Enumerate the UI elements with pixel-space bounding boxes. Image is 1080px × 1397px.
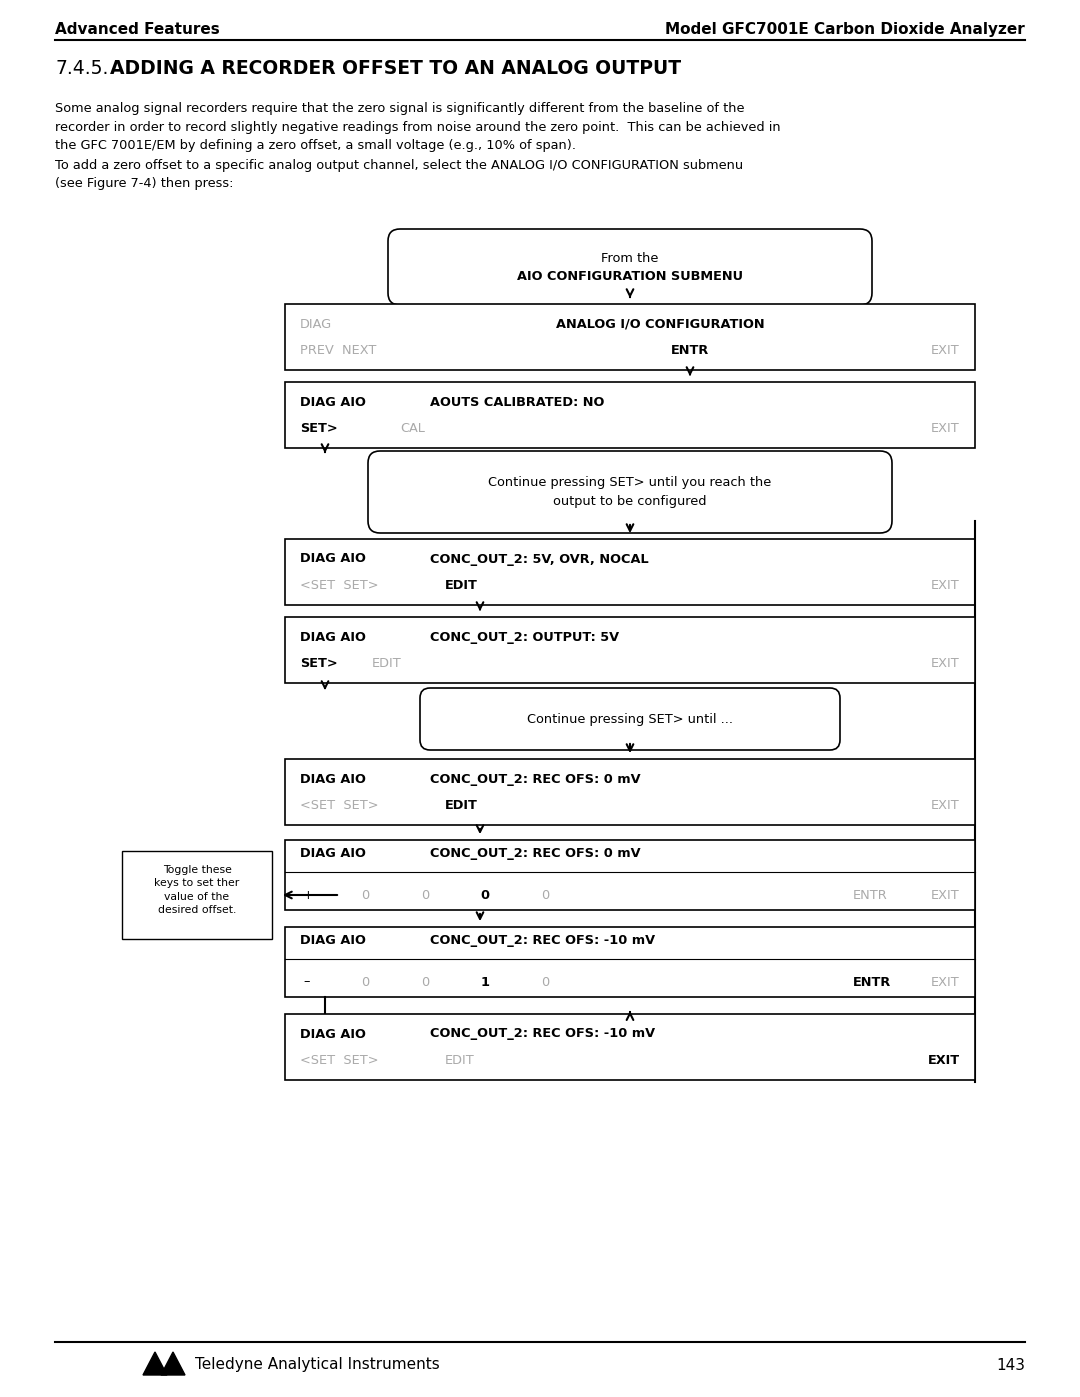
Text: EDIT: EDIT [445,1053,475,1066]
Text: <SET  SET>: <SET SET> [300,1053,378,1066]
Text: SET>: SET> [300,422,338,434]
Bar [285,539,975,605]
Text: EXIT: EXIT [931,422,960,434]
Text: ENTR: ENTR [853,888,888,901]
Text: To add a zero offset to a specific analog output channel, select the ANALOG I/O : To add a zero offset to a specific analo… [55,159,743,190]
Bar [285,759,975,826]
Text: <SET  SET>: <SET SET> [300,799,378,812]
Text: ENTR: ENTR [853,975,891,989]
Text: –: – [303,975,310,989]
Text: ENTR: ENTR [671,344,710,356]
Text: +: + [303,888,314,901]
Text: ADDING A RECORDER OFFSET TO AN ANALOG OUTPUT: ADDING A RECORDER OFFSET TO AN ANALOG OU… [110,59,681,78]
Text: EXIT: EXIT [931,888,960,901]
Text: DIAG AIO: DIAG AIO [300,847,366,859]
Text: 0: 0 [361,888,369,901]
Text: 143: 143 [996,1358,1025,1372]
Bar [285,617,975,683]
Text: Toggle these
keys to set ther
value of the
desired offset.: Toggle these keys to set ther value of t… [154,865,240,915]
Polygon shape [161,1352,185,1375]
Text: 0: 0 [541,975,549,989]
Text: 0: 0 [361,975,369,989]
Text: EXIT: EXIT [931,975,960,989]
Text: DIAG AIO: DIAG AIO [300,1028,366,1041]
Text: <SET  SET>: <SET SET> [300,578,378,591]
Bar [285,305,975,370]
Text: 0: 0 [541,888,549,901]
Text: PREV  NEXT: PREV NEXT [300,344,376,356]
Bar [122,851,272,939]
Text: Continue pressing SET> until ...: Continue pressing SET> until ... [527,712,733,725]
Text: CONC_OUT_2: REC OFS: 0 mV: CONC_OUT_2: REC OFS: 0 mV [430,773,640,785]
Text: EDIT: EDIT [445,578,477,591]
Text: DIAG AIO: DIAG AIO [300,552,366,566]
Text: EXIT: EXIT [931,344,960,356]
Text: 0: 0 [421,888,429,901]
Text: Teledyne Analytical Instruments: Teledyne Analytical Instruments [195,1358,440,1372]
Bar [285,381,975,448]
Text: DIAG: DIAG [300,317,333,331]
Text: 0: 0 [481,888,489,901]
Text: EXIT: EXIT [931,657,960,669]
Bar [285,1014,975,1080]
Text: CONC_OUT_2: REC OFS: -10 mV: CONC_OUT_2: REC OFS: -10 mV [430,1028,656,1041]
FancyBboxPatch shape [420,687,840,750]
Text: SET>: SET> [300,657,338,669]
Text: AIO CONFIGURATION SUBMENU: AIO CONFIGURATION SUBMENU [517,270,743,282]
Text: EDIT: EDIT [445,799,477,812]
Text: EXIT: EXIT [931,578,960,591]
Text: Advanced Features: Advanced Features [55,22,219,36]
Text: EDIT: EDIT [372,657,402,669]
Text: 7.4.5.: 7.4.5. [55,59,108,78]
Text: Some analog signal recorders require that the zero signal is significantly diffe: Some analog signal recorders require tha… [55,102,781,152]
Text: EXIT: EXIT [928,1053,960,1066]
Text: CONC_OUT_2: REC OFS: -10 mV: CONC_OUT_2: REC OFS: -10 mV [430,933,656,947]
Text: 1: 1 [481,975,489,989]
Text: DIAG AIO: DIAG AIO [300,630,366,644]
Text: CONC_OUT_2: REC OFS: 0 mV: CONC_OUT_2: REC OFS: 0 mV [430,847,640,859]
Text: DIAG AIO: DIAG AIO [300,395,366,408]
Text: Continue pressing SET> until you reach the: Continue pressing SET> until you reach t… [488,475,771,489]
Text: EXIT: EXIT [931,799,960,812]
Text: CONC_OUT_2: OUTPUT: 5V: CONC_OUT_2: OUTPUT: 5V [430,630,619,644]
Text: output to be configured: output to be configured [553,496,706,509]
FancyBboxPatch shape [368,451,892,534]
Text: From the: From the [602,251,659,264]
Bar [285,928,975,997]
Text: 0: 0 [421,975,429,989]
Text: CAL: CAL [400,422,424,434]
Text: DIAG AIO: DIAG AIO [300,773,366,785]
Bar [285,840,975,909]
Text: CONC_OUT_2: 5V, OVR, NOCAL: CONC_OUT_2: 5V, OVR, NOCAL [430,552,649,566]
Text: ANALOG I/O CONFIGURATION: ANALOG I/O CONFIGURATION [556,317,765,331]
Polygon shape [143,1352,167,1375]
Text: DIAG AIO: DIAG AIO [300,933,366,947]
FancyBboxPatch shape [388,229,872,305]
Text: AOUTS CALIBRATED: NO: AOUTS CALIBRATED: NO [430,395,605,408]
Text: Model GFC7001E Carbon Dioxide Analyzer: Model GFC7001E Carbon Dioxide Analyzer [665,22,1025,36]
